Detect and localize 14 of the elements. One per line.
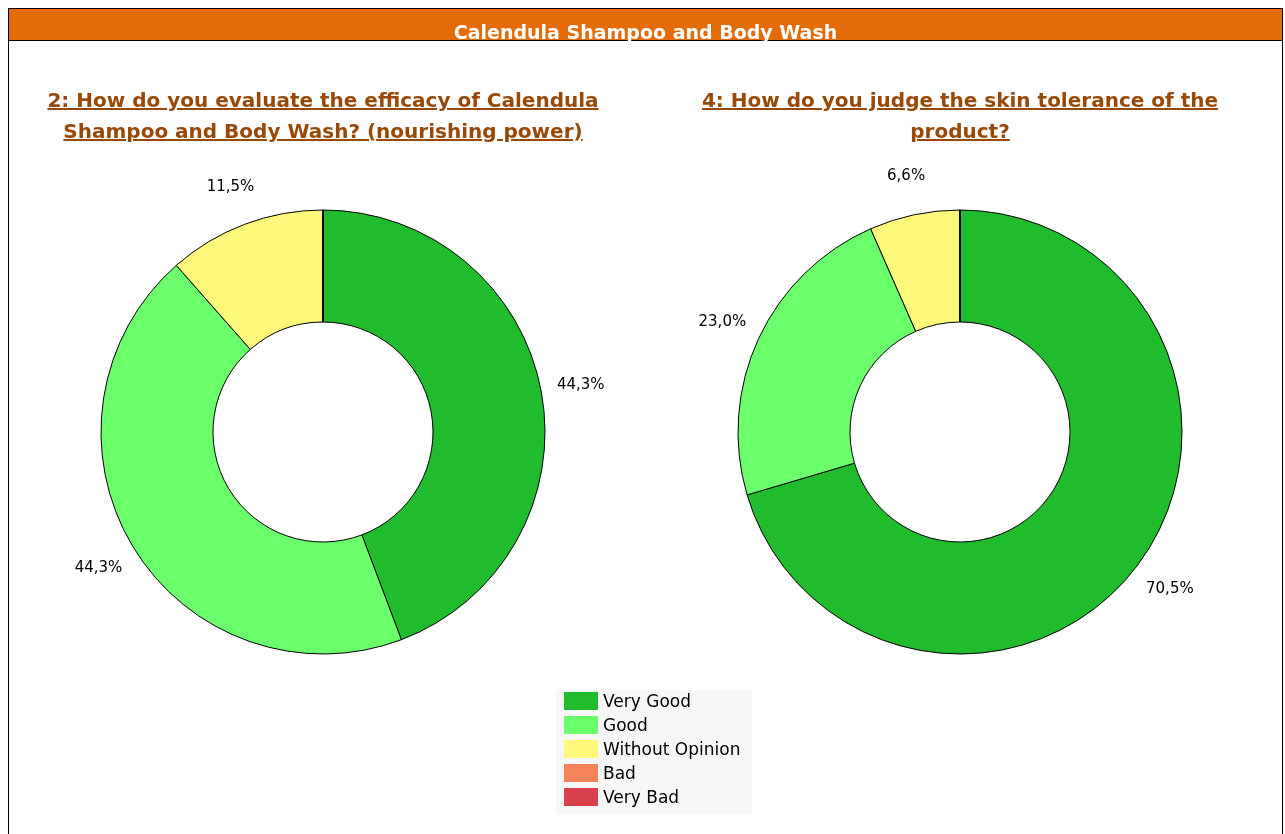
legend-label: Bad xyxy=(603,763,636,783)
chart-title: Calendula Shampoo and Body Wash xyxy=(453,21,838,43)
data-label: 6,6% xyxy=(887,166,926,185)
data-label: 23,0% xyxy=(698,312,747,331)
data-label: 70,5% xyxy=(1146,579,1194,598)
legend-label: Very Good xyxy=(603,691,691,711)
data-label: 44,3% xyxy=(556,375,605,394)
chart-title: 4: How do you judge the skin tolerance of the product? xyxy=(701,88,1219,143)
data-label: 44,3% xyxy=(74,557,123,576)
legend-label: Very Bad xyxy=(603,787,680,807)
legend-label: Good xyxy=(603,715,648,735)
chart-subtitle: 2: How do you evaluate the efficacy of Calendula Shampoo and Body Wash? (nourishing power) xyxy=(47,88,599,143)
data-label: 11,5% xyxy=(206,177,255,196)
legend-label: Without Opinion xyxy=(603,739,741,759)
